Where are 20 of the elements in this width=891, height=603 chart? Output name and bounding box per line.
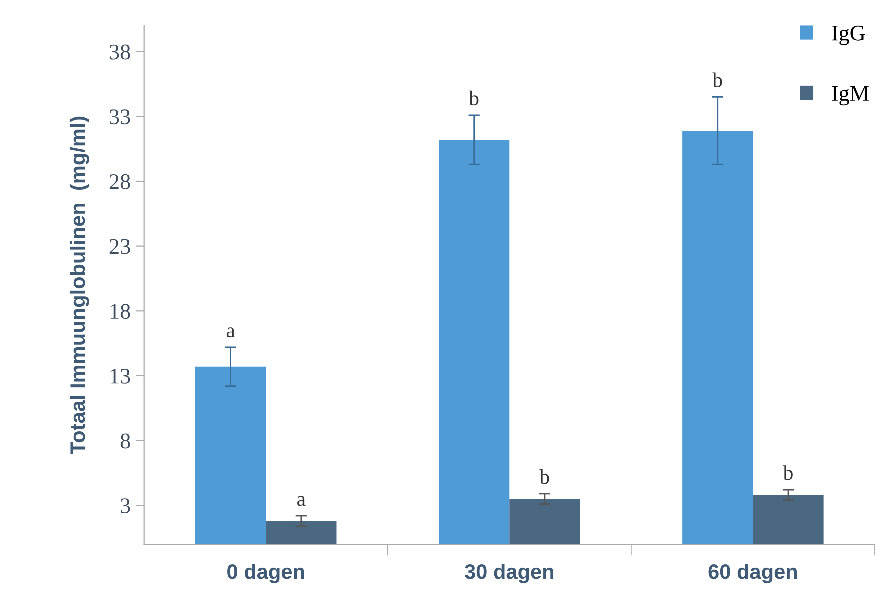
y-tick-label: 3 <box>121 498 130 514</box>
y-tick-label: 18 <box>110 304 130 320</box>
data-label: b <box>540 470 550 484</box>
data-label: b <box>783 466 793 480</box>
x-tick-label: 30 dagen <box>464 564 554 584</box>
y-tick-label: 23 <box>110 239 130 254</box>
data-label: b <box>469 90 479 106</box>
legend-label: IgG <box>832 26 866 46</box>
x-tick-label: 0 dagen <box>228 564 304 584</box>
y-axis-title: Totaal Immuunglobulinen (mg/ml) <box>70 116 90 454</box>
legend-label: IgM <box>832 86 869 106</box>
data-label: b <box>712 72 722 88</box>
y-tick-label: 38 <box>110 44 130 60</box>
y-tick-label: 28 <box>110 174 130 190</box>
data-label: a <box>298 496 306 506</box>
x-tick-label: 60 dagen <box>708 564 798 584</box>
data-label: a <box>226 328 236 338</box>
y-tick-label: 13 <box>110 368 130 384</box>
y-tick-label: 8 <box>120 434 130 449</box>
y-tick-label: 33 <box>110 110 130 125</box>
